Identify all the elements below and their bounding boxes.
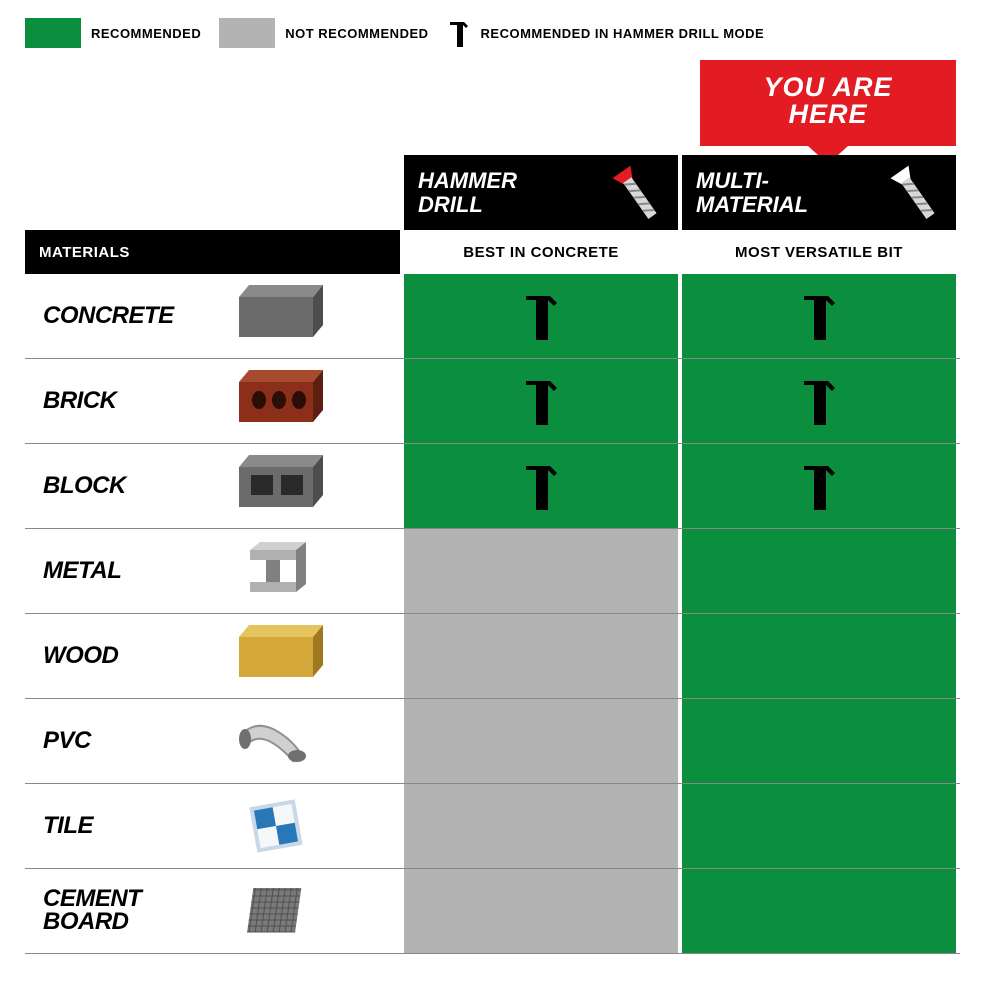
hammer-icon bbox=[800, 462, 838, 510]
status-cell bbox=[400, 529, 678, 613]
table-row: CONCRETE bbox=[25, 274, 960, 359]
status-cell bbox=[400, 699, 678, 783]
table-subheader-row: MATERIALS BEST IN CONCRETEMOST VERSATILE… bbox=[25, 230, 960, 274]
status-cell bbox=[678, 869, 956, 953]
table-row: WOOD bbox=[25, 614, 960, 699]
legend-hammer-label: RECOMMENDED IN HAMMER DRILL MODE bbox=[481, 26, 765, 41]
material-cell: CEMENT BOARD bbox=[25, 869, 400, 953]
hammer-icon bbox=[800, 377, 838, 425]
column-subtitle-multi_material: MOST VERSATILE BIT bbox=[678, 230, 956, 274]
material-label: METAL bbox=[43, 560, 203, 583]
status-cell bbox=[400, 784, 678, 868]
comparison-table: HAMMERDRILL MULTI-MATERIAL MATERIALS BES… bbox=[25, 155, 960, 954]
legend: RECOMMENDED NOT RECOMMENDED RECOMMENDED … bbox=[0, 0, 1000, 58]
material-label: PVC bbox=[43, 730, 203, 753]
material-icon-cement_board bbox=[221, 876, 331, 946]
material-label: BLOCK bbox=[43, 475, 203, 498]
status-cell bbox=[678, 274, 956, 358]
status-cell bbox=[400, 614, 678, 698]
table-row: PVC bbox=[25, 699, 960, 784]
material-icon-block bbox=[221, 451, 331, 521]
hammer-icon bbox=[800, 292, 838, 340]
swatch-not-recommended bbox=[219, 18, 275, 48]
status-cell bbox=[400, 444, 678, 528]
swatch-recommended bbox=[25, 18, 81, 48]
material-label: BRICK bbox=[43, 390, 203, 413]
header-spacer bbox=[25, 155, 400, 230]
legend-hammer-mode: RECOMMENDED IN HAMMER DRILL MODE bbox=[447, 19, 765, 47]
table-row: METAL bbox=[25, 529, 960, 614]
column-header-hammer_drill: HAMMERDRILL bbox=[400, 155, 678, 230]
material-cell: PVC bbox=[25, 699, 400, 783]
column-title: HAMMERDRILL bbox=[418, 169, 517, 215]
status-cell bbox=[400, 869, 678, 953]
hammer-icon bbox=[522, 292, 560, 340]
status-cell bbox=[678, 784, 956, 868]
column-title: MULTI-MATERIAL bbox=[696, 169, 808, 215]
material-icon-tile bbox=[221, 791, 331, 861]
material-label: CEMENT BOARD bbox=[43, 888, 203, 934]
column-header-multi_material: MULTI-MATERIAL bbox=[678, 155, 956, 230]
material-label: TILE bbox=[43, 815, 203, 838]
column-subtitle-hammer_drill: BEST IN CONCRETE bbox=[400, 230, 678, 274]
status-cell bbox=[400, 359, 678, 443]
status-cell bbox=[678, 529, 956, 613]
material-cell: BRICK bbox=[25, 359, 400, 443]
status-cell bbox=[678, 699, 956, 783]
status-cell bbox=[400, 274, 678, 358]
materials-heading: MATERIALS bbox=[25, 230, 400, 274]
hammer-icon bbox=[447, 19, 471, 47]
you-are-here-banner: YOU AREHERE bbox=[700, 60, 956, 146]
material-cell: TILE bbox=[25, 784, 400, 868]
material-label: CONCRETE bbox=[43, 305, 203, 328]
table-row: BRICK bbox=[25, 359, 960, 444]
material-icon-metal bbox=[221, 536, 331, 606]
hammer-icon bbox=[522, 462, 560, 510]
material-label: WOOD bbox=[43, 645, 203, 668]
material-cell: CONCRETE bbox=[25, 274, 400, 358]
legend-recommended-label: RECOMMENDED bbox=[91, 26, 201, 41]
legend-recommended: RECOMMENDED bbox=[25, 18, 201, 48]
material-icon-wood bbox=[221, 621, 331, 691]
legend-not-recommended-label: NOT RECOMMENDED bbox=[285, 26, 428, 41]
table-row: BLOCK bbox=[25, 444, 960, 529]
legend-not-recommended: NOT RECOMMENDED bbox=[219, 18, 428, 48]
hammer-icon bbox=[522, 377, 560, 425]
table-row: TILE bbox=[25, 784, 960, 869]
material-cell: METAL bbox=[25, 529, 400, 613]
table-header-row: HAMMERDRILL MULTI-MATERIAL bbox=[25, 155, 960, 230]
table-row: CEMENT BOARD bbox=[25, 869, 960, 954]
material-icon-concrete bbox=[221, 281, 331, 351]
material-cell: BLOCK bbox=[25, 444, 400, 528]
material-icon-pvc bbox=[221, 706, 331, 776]
material-icon-brick bbox=[221, 366, 331, 436]
material-cell: WOOD bbox=[25, 614, 400, 698]
status-cell bbox=[678, 614, 956, 698]
status-cell bbox=[678, 359, 956, 443]
status-cell bbox=[678, 444, 956, 528]
